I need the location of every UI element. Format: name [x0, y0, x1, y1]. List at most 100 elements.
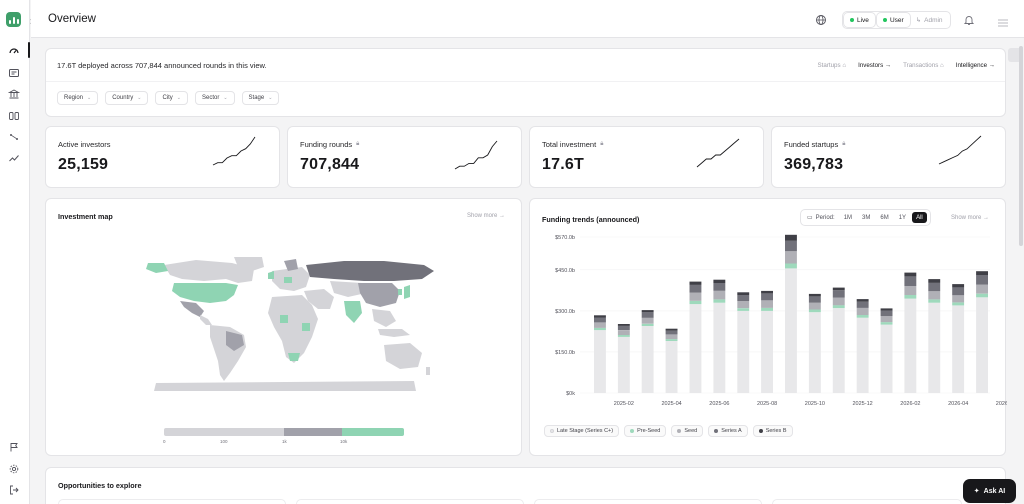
bar-seed[interactable]: [880, 316, 893, 323]
bar-seed[interactable]: [856, 307, 869, 315]
bar-series-a[interactable]: [785, 240, 797, 252]
bar-pre-seed[interactable]: [594, 327, 606, 331]
bar-seed[interactable]: [617, 330, 630, 335]
bar-series-b[interactable]: [617, 324, 630, 326]
view-tab-startups[interactable]: Startups ⌂: [817, 62, 847, 69]
bar-late-stage[interactable]: [952, 305, 965, 393]
bar-pre-seed[interactable]: [976, 293, 988, 298]
bar-series-a[interactable]: [737, 295, 750, 301]
bar-series-a[interactable]: [617, 325, 630, 330]
app-logo-icon[interactable]: [6, 12, 21, 27]
trends-show-more-link[interactable]: Show more →: [951, 215, 990, 221]
settings-gear-icon[interactable]: [8, 463, 20, 475]
bar-pre-seed[interactable]: [689, 300, 702, 305]
view-tab-transactions[interactable]: Transactions ⌂: [903, 62, 944, 69]
bar-pre-seed[interactable]: [856, 315, 869, 318]
bar-late-stage[interactable]: [713, 302, 726, 393]
bar-seed[interactable]: [665, 334, 678, 340]
legend-pre-seed[interactable]: Pre-Seed: [624, 425, 667, 437]
bar-late-stage[interactable]: [737, 310, 750, 393]
legend-seed[interactable]: Seed: [671, 425, 704, 437]
legend-series-a[interactable]: Series A: [708, 425, 748, 437]
opportunity-tile[interactable]: [58, 499, 286, 504]
bar-late-stage[interactable]: [594, 330, 606, 393]
filter-sector[interactable]: Sector ⌄: [194, 91, 235, 105]
trends-icon[interactable]: [8, 152, 20, 164]
bar-series-b[interactable]: [880, 308, 893, 311]
globe-icon[interactable]: [815, 13, 827, 25]
bar-late-stage[interactable]: [761, 310, 773, 393]
opportunity-tile[interactable]: [772, 499, 962, 504]
bar-series-a[interactable]: [832, 290, 845, 298]
mode-live-option[interactable]: Live: [844, 13, 875, 27]
bar-seed[interactable]: [952, 295, 965, 303]
period-all[interactable]: All: [912, 212, 927, 223]
bar-seed[interactable]: [689, 292, 702, 301]
bell-icon[interactable]: [963, 13, 975, 25]
bar-series-b[interactable]: [976, 271, 988, 275]
period-3m[interactable]: 3M: [862, 214, 871, 221]
bar-pre-seed[interactable]: [665, 339, 678, 341]
bar-late-stage[interactable]: [617, 336, 630, 393]
bar-series-b[interactable]: [713, 279, 726, 283]
bar-series-b[interactable]: [832, 287, 845, 291]
period-1m[interactable]: 1M: [843, 214, 853, 221]
bar-late-stage[interactable]: [785, 268, 797, 394]
bar-pre-seed[interactable]: [904, 295, 917, 299]
panel-toggle-icon[interactable]: [1008, 48, 1022, 62]
bar-pre-seed[interactable]: [808, 309, 821, 313]
view-tab-intelligence[interactable]: Intelligence →: [955, 62, 995, 69]
view-tab-investors[interactable]: Investors →: [858, 62, 892, 69]
bar-late-stage[interactable]: [665, 341, 678, 393]
world-map[interactable]: [134, 257, 436, 393]
bar-series-b[interactable]: [665, 328, 678, 331]
bar-series-a[interactable]: [976, 275, 988, 285]
filter-country[interactable]: Country ⌄: [105, 91, 149, 105]
ask-ai-button[interactable]: ✦ Ask AI: [963, 479, 1016, 503]
bar-series-b[interactable]: [928, 279, 941, 283]
funding-trends-chart[interactable]: $0k $150.0b $300.0b $450.0b $570.0b 2025-02 20…: [530, 229, 1007, 409]
bar-pre-seed[interactable]: [928, 299, 941, 303]
network-icon[interactable]: [8, 131, 20, 143]
bar-series-a[interactable]: [761, 293, 773, 301]
kpi-card-total-investment[interactable]: Total investment 🔒︎ 17.6T: [529, 126, 764, 188]
bar-seed[interactable]: [594, 322, 606, 328]
bar-series-b[interactable]: [737, 292, 750, 295]
menu-icon[interactable]: [997, 14, 1009, 32]
compare-icon[interactable]: [8, 110, 20, 122]
bar-series-b[interactable]: [952, 284, 965, 288]
scrollbar[interactable]: [1019, 46, 1023, 246]
bar-series-a[interactable]: [904, 276, 917, 286]
bar-late-stage[interactable]: [904, 298, 917, 393]
bar-seed[interactable]: [904, 286, 917, 295]
bar-series-b[interactable]: [785, 234, 797, 241]
bar-pre-seed[interactable]: [785, 263, 797, 269]
bar-pre-seed[interactable]: [952, 302, 965, 306]
bar-seed[interactable]: [737, 301, 750, 309]
bar-seed[interactable]: [785, 251, 797, 264]
legend-late-stage[interactable]: Late Stage (Series C+): [544, 425, 620, 437]
bar-late-stage[interactable]: [832, 308, 845, 393]
bar-pre-seed[interactable]: [641, 323, 654, 326]
bar-late-stage[interactable]: [856, 317, 869, 393]
bar-late-stage[interactable]: [880, 324, 893, 393]
bar-pre-seed[interactable]: [832, 305, 845, 309]
logout-icon[interactable]: [8, 484, 20, 496]
bar-series-a[interactable]: [594, 317, 606, 323]
period-6m[interactable]: 6M: [880, 214, 889, 221]
opportunity-tile[interactable]: [296, 499, 524, 504]
bar-series-b[interactable]: [856, 299, 869, 302]
opportunity-tile[interactable]: [534, 499, 762, 504]
bar-series-b[interactable]: [808, 293, 821, 297]
bar-late-stage[interactable]: [928, 302, 941, 393]
kpi-card-funding-rounds[interactable]: Funding rounds 🔒︎ 707,844: [287, 126, 522, 188]
bar-series-a[interactable]: [689, 284, 702, 293]
bar-seed[interactable]: [928, 291, 941, 300]
bar-series-a[interactable]: [641, 312, 654, 318]
bar-series-a[interactable]: [880, 310, 893, 317]
bar-pre-seed[interactable]: [617, 335, 630, 337]
map-show-more-link[interactable]: Show more →: [467, 213, 506, 219]
bar-series-a[interactable]: [856, 301, 869, 308]
bar-pre-seed[interactable]: [713, 299, 726, 303]
bar-late-stage[interactable]: [689, 304, 702, 393]
